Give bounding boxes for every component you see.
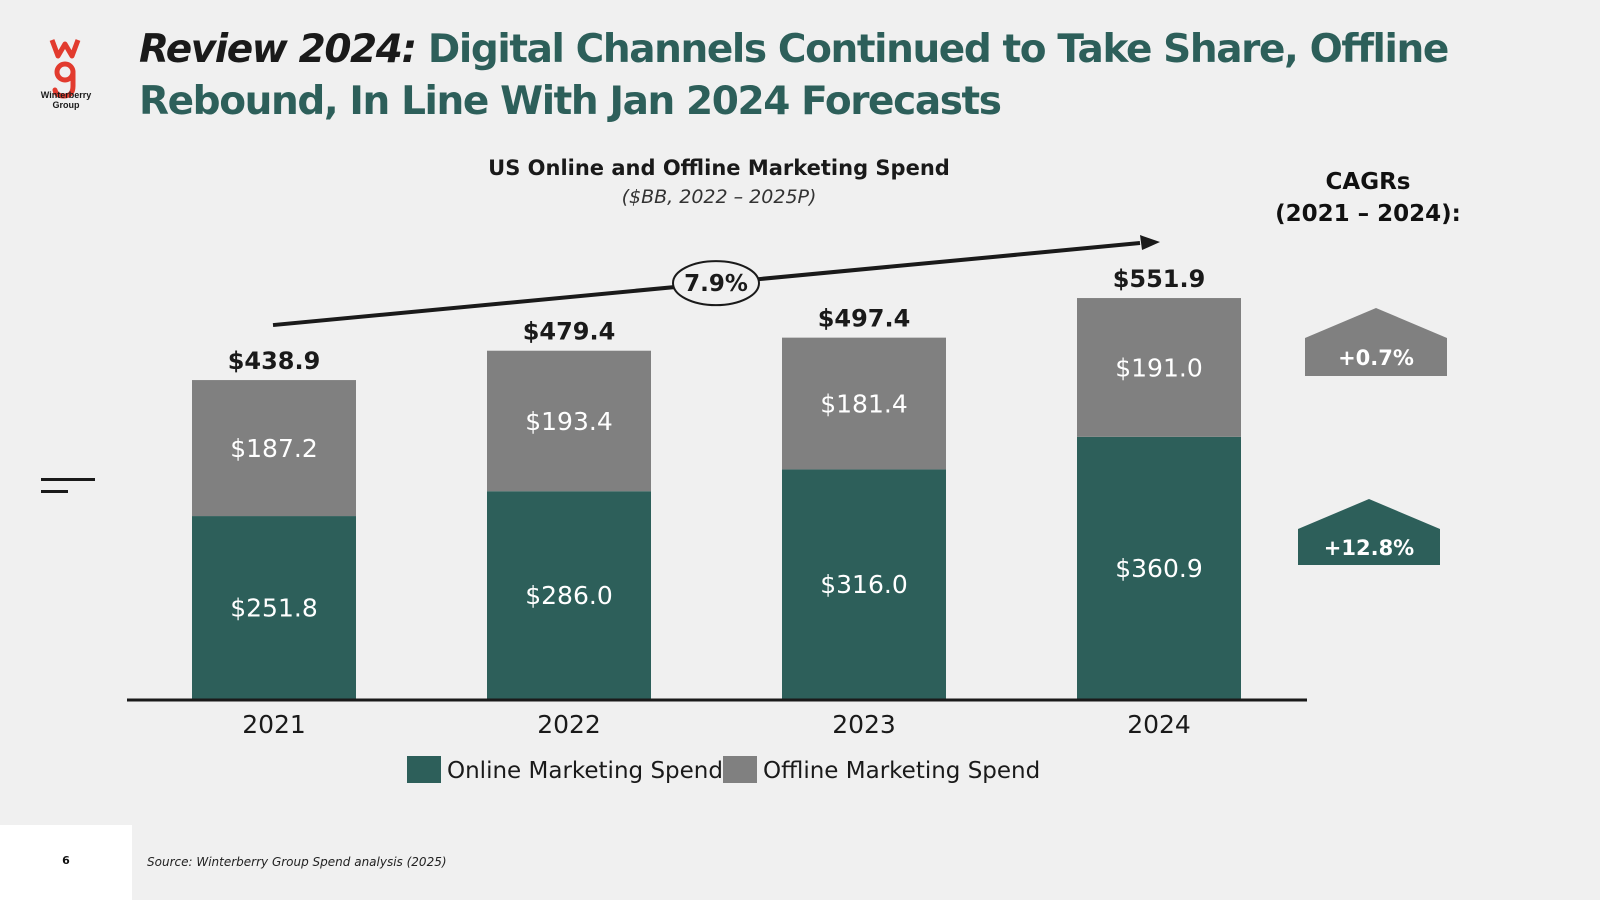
data-label-offline-2023: $181.4: [820, 390, 907, 419]
chart-subtitle: ($BB, 2022 – 2025P): [621, 186, 817, 208]
x-tick-label-2021: 2021: [242, 710, 306, 739]
bar-online-2022: [487, 491, 651, 699]
title-prefix: Review 2024:: [139, 27, 417, 72]
page-number: 6: [62, 854, 70, 867]
bar-offline-2021: [192, 380, 356, 517]
data-label-online-2021: $251.8: [230, 594, 317, 623]
cagr-offline-badge-shape: [1305, 308, 1447, 376]
total-label-2024: $551.9: [1113, 265, 1206, 293]
data-label-offline-2022: $193.4: [525, 407, 612, 436]
bar-online-2024: [1077, 436, 1241, 699]
bar-online-2021: [192, 516, 356, 699]
chart-title: US Online and Offline Marketing Spend: [488, 156, 950, 180]
data-label-offline-2021: $187.2: [230, 434, 317, 463]
title-main: Digital Channels Continued to Take Share…: [139, 27, 1449, 124]
decorative-line-short: [41, 490, 68, 493]
winterberry-logo: [49, 39, 81, 99]
total-label-2021: $438.9: [228, 347, 321, 375]
data-label-online-2024: $360.9: [1115, 554, 1202, 583]
source-note: Source: Winterberry Group Spend analysis…: [147, 855, 447, 869]
cagr-total-label: 7.9%: [684, 271, 748, 297]
bar-offline-2024: [1077, 298, 1241, 437]
total-label-2022: $479.4: [523, 318, 616, 346]
decorative-line: [41, 478, 95, 481]
cagr-online-badge-label: +12.8%: [1324, 536, 1414, 560]
x-tick-label-2022: 2022: [537, 710, 601, 739]
page-number-box: [0, 825, 132, 900]
legend-swatch-offline: [723, 756, 757, 783]
page-title: Review 2024: Digital Channels Continued …: [139, 24, 1469, 128]
bar-online-2023: [782, 469, 946, 699]
legend-swatch-online: [407, 756, 441, 783]
cagr-offline-badge-label: +0.7%: [1338, 346, 1414, 370]
data-label-online-2023: $316.0: [820, 570, 907, 599]
cagr-title: CAGRs (2021 – 2024):: [1275, 169, 1461, 227]
bar-offline-2023: [782, 337, 946, 470]
bar-offline-2022: [487, 350, 651, 492]
cagr-total-ellipse: [672, 260, 760, 307]
legend-label-online: Online Marketing Spend: [447, 758, 723, 784]
cagr-online-badge-shape: [1298, 499, 1440, 565]
logo-wordmark: Winterberry Group: [40, 90, 92, 110]
data-label-online-2022: $286.0: [525, 581, 612, 610]
x-tick-label-2023: 2023: [832, 710, 896, 739]
total-label-2023: $497.4: [818, 305, 911, 333]
data-label-offline-2024: $191.0: [1115, 353, 1202, 382]
cagr-trend-arrowhead: [1140, 235, 1160, 251]
x-tick-label-2024: 2024: [1127, 710, 1191, 739]
legend-label-offline: Offline Marketing Spend: [763, 758, 1040, 784]
